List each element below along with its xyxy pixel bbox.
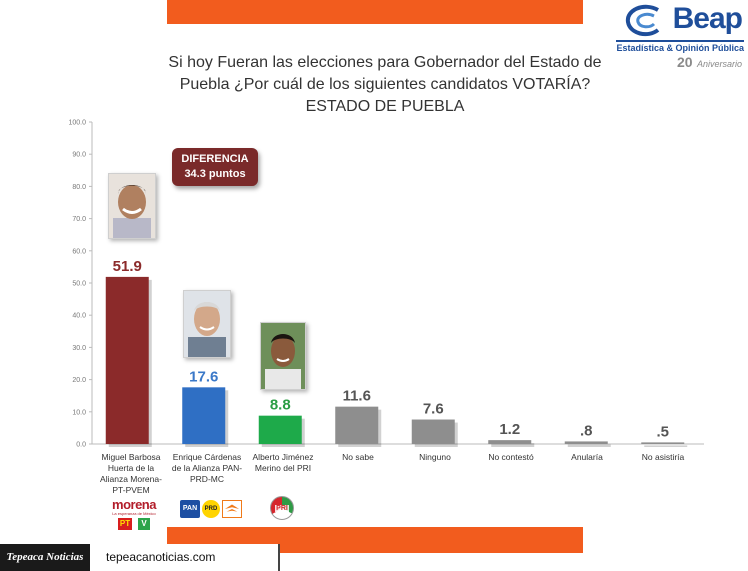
- bar-value-label: 17.6: [189, 368, 218, 385]
- title-line-3: ESTADO DE PUEBLA: [305, 98, 465, 115]
- bar-shadow: [567, 444, 611, 447]
- prd-logo: PRD: [202, 500, 220, 518]
- y-tick-label: 100.0: [68, 120, 86, 127]
- bar-value-label: 1.2: [499, 421, 520, 438]
- candidate-photo-jimenez: [260, 322, 306, 390]
- bar-value-label: .5: [656, 423, 669, 440]
- difference-value: 34.3 puntos: [184, 168, 246, 180]
- footer-brand: Tepeaca Noticias: [0, 544, 90, 571]
- difference-label: DIFERENCIA: [181, 153, 249, 165]
- y-tick-label: 30.0: [72, 345, 86, 352]
- bar: [335, 406, 379, 444]
- candidate-photo-barbosa: [108, 173, 156, 239]
- y-tick-label: 40.0: [72, 313, 86, 320]
- category-label-no-sabe: No sabe: [342, 452, 374, 462]
- y-tick-label: 90.0: [72, 152, 86, 159]
- category-label-barbosa: Miguel Barbosa Huerta de la Alianza Morena…: [100, 452, 162, 495]
- pri-logo-text: PRI: [275, 504, 289, 512]
- bar: [182, 387, 226, 444]
- category-label-no-contesto: No contestó: [488, 452, 534, 462]
- pvem-logo: V: [138, 518, 150, 530]
- anniversary-number: 20: [676, 54, 693, 70]
- title-line-1: Si hoy Fueran las elecciones para Gobern…: [168, 54, 602, 71]
- top-accent-bar: [167, 0, 583, 24]
- y-tick-label: 80.0: [72, 184, 86, 191]
- category-label-no-asistiria: No asistiría: [641, 452, 685, 462]
- pan-prd-mc-logos: PAN PRD: [180, 500, 242, 518]
- morena-wordmark: morena: [112, 497, 156, 512]
- bar: [258, 415, 302, 444]
- y-tick-label: 10.0: [72, 409, 86, 416]
- morena-tagline: La esperanza de México: [112, 511, 156, 516]
- category-label-anularia: Anularía: [571, 452, 603, 462]
- bar-value-label: .8: [580, 422, 593, 439]
- bar-value-label: 11.6: [343, 388, 371, 405]
- y-tick-label: 0.0: [76, 442, 86, 449]
- logo-word: Beap: [672, 2, 743, 35]
- beap-logo: Beap Estadística & Opinión Pública 20 An…: [616, 2, 746, 72]
- y-tick-label: 20.0: [72, 377, 86, 384]
- footer-url[interactable]: tepeacanoticias.com: [106, 550, 216, 564]
- bar-value-label: 51.9: [113, 258, 142, 275]
- pri-logo: PRI: [270, 496, 294, 520]
- category-label-jimenez: Alberto Jiménez Merino del PRI: [252, 452, 314, 473]
- bar: [488, 440, 532, 444]
- bar-value-label: 7.6: [423, 401, 444, 418]
- logo-swoosh-icon: [625, 4, 660, 37]
- bar: [641, 442, 685, 444]
- y-tick-label: 50.0: [72, 281, 86, 288]
- mc-eagle-icon: [224, 504, 240, 512]
- bar-shadow: [644, 445, 688, 447]
- bar-shadow: [491, 443, 535, 447]
- y-tick-label: 70.0: [72, 216, 86, 223]
- logo-anniversary: 20 Aniversario: [677, 54, 742, 72]
- bar: [411, 419, 455, 444]
- difference-callout: DIFERENCIA 34.3 puntos: [172, 148, 258, 186]
- title-line-2: Puebla ¿Por cuál de los siguientes candi…: [179, 76, 591, 93]
- y-tick-label: 60.0: [72, 248, 86, 255]
- pan-logo: PAN: [180, 500, 200, 518]
- footer-bar: Tepeaca Noticias tepeacanoticias.com: [0, 544, 280, 571]
- anniversary-text: Aniversario: [696, 59, 742, 69]
- logo-subtitle: Estadística & Opinión Pública: [616, 40, 744, 53]
- pt-logo: PT: [118, 518, 132, 530]
- category-label-ninguno: Ninguno: [419, 452, 451, 462]
- bar: [564, 441, 608, 444]
- morena-logo: morena La esperanza de México PT V: [108, 498, 160, 530]
- bar: [105, 276, 149, 444]
- category-label-cardenas: Enrique Cárdenas de la Alianza PAN- PRD-MC: [171, 452, 243, 484]
- bar-value-label: 8.8: [270, 397, 291, 414]
- chart-title: Si hoy Fueran las elecciones para Gobern…: [140, 52, 630, 118]
- candidate-photo-cardenas: [183, 290, 231, 358]
- mc-logo: [222, 500, 242, 518]
